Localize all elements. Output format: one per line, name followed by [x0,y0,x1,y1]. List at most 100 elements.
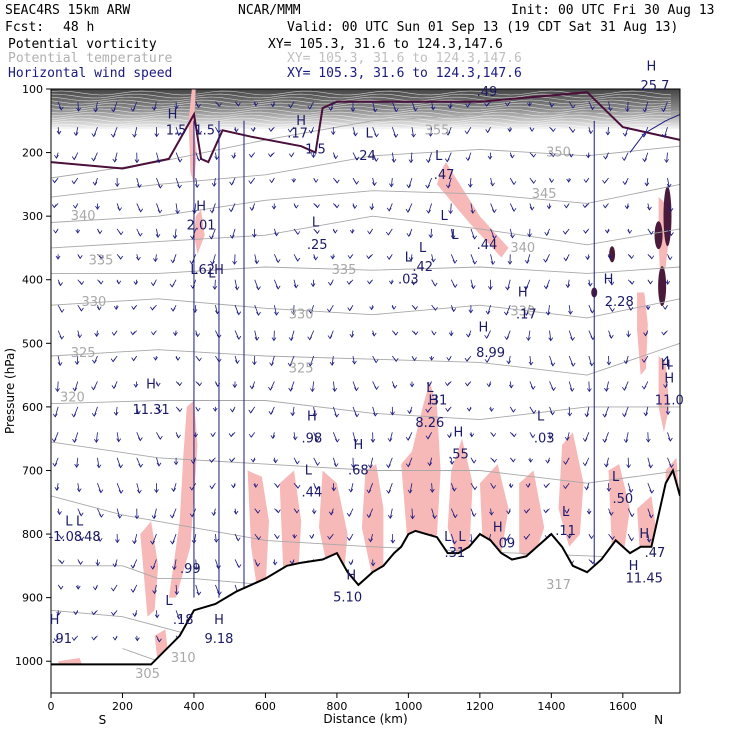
wind-vector [547,305,550,315]
wind-vector [136,483,140,494]
pv-shaded-region [319,470,348,579]
extremum-label: L [65,514,73,529]
wind-arrowhead [307,362,313,367]
wind-arrowhead [648,464,654,469]
wind-vector [428,152,432,163]
wind-arrowhead [666,183,672,188]
isentrope-label: 355 [425,123,450,138]
wind-arrowhead [92,359,97,364]
wind-arrowhead [112,563,118,568]
field-xy-theta: XY= 105.3, 31.6 to 124.3,147.6 [287,51,522,66]
wind-arrowhead [151,515,157,520]
wind-arrowhead [133,281,139,286]
pv-shaded-region [194,209,205,255]
isentrope-label: 305 [135,667,160,682]
wind-arrowhead [386,256,392,260]
wind-arrowhead [195,407,201,412]
wind-arrowhead [172,332,178,337]
wind-arrowhead [347,255,353,260]
wind-arrowhead [426,209,431,214]
wind-arrowhead [291,178,297,183]
wind-arrowhead [295,231,301,236]
wind-arrowhead [505,102,510,107]
wind-vector [115,406,118,416]
wind-arrowhead [52,413,58,418]
wind-arrowhead [293,204,299,209]
wind-arrowhead [169,514,175,519]
wind-arrowhead [466,407,472,412]
wind-arrowhead [385,231,391,236]
wind-arrowhead [117,207,123,212]
wind-arrowhead [169,283,175,288]
wind-vector [93,406,98,417]
south-end-label: S [99,713,107,727]
wind-vector [214,279,216,290]
wind-arrowhead [609,281,615,286]
wind-arrowhead [429,356,434,361]
wind-vector [309,355,315,366]
wind-arrowhead [170,259,176,264]
extremum-label: 8.26 [415,416,444,431]
wind-arrowhead [604,387,609,392]
wind-vector [469,177,472,188]
wind-arrowhead [649,255,655,260]
wind-arrowhead [448,210,453,215]
wind-arrowhead [628,306,634,311]
wind-arrowhead [130,107,136,112]
wind-arrowhead [248,433,254,438]
wind-arrowhead [254,336,260,341]
extremum-label: 8.99 [476,346,505,361]
wind-arrowhead [154,489,159,494]
wind-arrowhead [57,511,62,516]
wind-vector [410,152,413,163]
wind-vector [215,534,217,543]
pv-shaded-region [637,292,648,376]
wind-arrowhead [543,258,548,263]
wind-arrowhead [667,256,673,261]
wind-arrowhead [55,388,60,393]
extremum-label: H [429,394,439,409]
wind-arrowhead [158,184,163,189]
wind-arrowhead [405,436,411,441]
wind-arrowhead [523,509,529,514]
wind-arrowhead [583,229,588,234]
pv-contour-line [51,108,672,114]
wind-arrowhead [51,204,57,209]
wind-arrowhead [111,108,116,113]
x-tick-label: 0 [48,700,55,713]
wind-arrowhead [137,232,143,237]
wind-arrowhead [271,337,277,342]
wind-vector [431,101,434,110]
wind-arrowhead [196,104,201,109]
wind-arrowhead [390,411,395,416]
wind-arrowhead [510,234,515,239]
extremum-label: .47 [645,546,666,561]
wind-vector [389,508,393,519]
wind-arrowhead [648,514,654,519]
wind-arrowhead [449,460,455,465]
wind-arrowhead [287,362,293,367]
extremum-label: L [305,463,313,478]
wind-arrowhead [545,459,550,464]
extremum-label: 2.28 [605,295,634,310]
wind-arrowhead [138,437,143,442]
wind-vector [389,432,393,442]
wind-arrowhead [132,133,137,138]
extremum-label: L [666,355,674,370]
wind-arrowhead [130,331,136,336]
wind-arrowhead [72,439,77,443]
wind-vector [608,101,611,111]
wind-vector [215,152,218,160]
wind-arrowhead [485,129,491,134]
wind-arrowhead [251,233,257,238]
wind-arrowhead [98,280,104,285]
wind-arrowhead [308,309,314,314]
wind-arrowhead [447,434,452,439]
wind-arrowhead [153,258,158,263]
extremum-label: .68 [348,463,369,478]
wind-arrowhead [232,384,238,389]
wind-arrowhead [511,207,517,212]
wind-arrowhead [491,209,497,214]
wind-arrowhead [644,182,650,187]
wind-arrowhead [391,158,397,163]
